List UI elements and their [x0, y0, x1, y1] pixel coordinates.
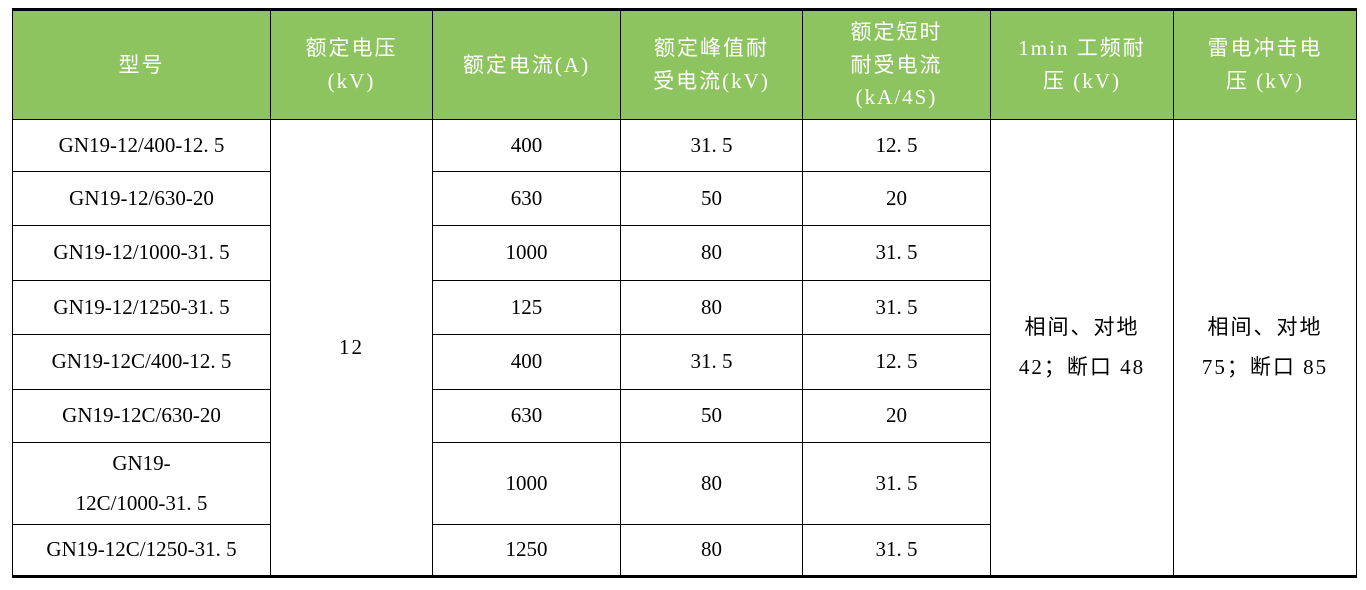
spec-table-wrap: 型号 额定电压 (kV) 额定电流(A) 额定峰值耐 受电流(kV) 额定短时 …: [12, 8, 1357, 578]
model-cell: GN19-12/400-12. 5: [12, 119, 271, 172]
rated-current-cell: 1000: [432, 442, 621, 525]
model-cell: GN19-12C/630-20: [12, 389, 271, 443]
peak-current-cell: 50: [620, 171, 803, 226]
peak-current-cell: 80: [620, 280, 803, 335]
table-row: GN19-12C/400-12. 5 400 31. 5 12. 5: [12, 334, 1357, 390]
header-row: 型号 额定电压 (kV) 额定电流(A) 额定峰值耐 受电流(kV) 额定短时 …: [12, 9, 1357, 120]
rated-current-cell: 1250: [432, 524, 621, 577]
short-time-current-cell: 20: [802, 389, 991, 443]
short-time-current-cell: 31. 5: [802, 442, 991, 525]
power-frequency-voltage-cell: 相间、对地 42；断口 48: [990, 119, 1174, 577]
model-cell: GN19-12/1250-31. 5: [12, 280, 271, 335]
peak-current-cell: 31. 5: [620, 119, 803, 172]
rated-current-cell: 400: [432, 334, 621, 390]
rated-current-cell: 125: [432, 280, 621, 335]
header-rated-voltage: 额定电压 (kV): [270, 9, 433, 120]
short-time-current-cell: 31. 5: [802, 524, 991, 577]
model-cell: GN19-12C/400-12. 5: [12, 334, 271, 390]
rated-current-cell: 630: [432, 389, 621, 443]
rated-current-cell: 630: [432, 171, 621, 226]
short-time-current-cell: 12. 5: [802, 119, 991, 172]
table-row: GN19-12/400-12. 5 12 400 31. 5 12. 5 相间、…: [12, 119, 1357, 577]
header-peak-withstand-current: 额定峰值耐 受电流(kV): [620, 9, 803, 120]
table-row: GN19-12C/1250-31. 5 1250 80 31. 5: [12, 524, 1357, 577]
peak-current-cell: 80: [620, 225, 803, 281]
peak-current-cell: 31. 5: [620, 334, 803, 390]
header-model: 型号: [12, 9, 271, 120]
short-time-current-cell: 31. 5: [802, 225, 991, 281]
table-row: GN19-12/1250-31. 5 125 80 31. 5: [12, 280, 1357, 335]
rated-current-cell: 1000: [432, 225, 621, 281]
header-short-time-withstand-current: 额定短时 耐受电流 (kA/4S): [802, 9, 991, 120]
peak-current-cell: 80: [620, 524, 803, 577]
table-row: GN19-12C/630-20 630 50 20: [12, 389, 1357, 443]
table-row: GN19- 12C/1000-31. 5 1000 80 31. 5: [12, 442, 1357, 525]
model-cell: GN19-12C/1250-31. 5: [12, 524, 271, 577]
peak-current-cell: 50: [620, 389, 803, 443]
model-cell: GN19-12/630-20: [12, 171, 271, 226]
header-power-frequency-withstand-voltage: 1min 工频耐 压 (kV): [990, 9, 1174, 120]
peak-current-cell: 80: [620, 442, 803, 525]
model-cell: GN19- 12C/1000-31. 5: [12, 442, 271, 525]
short-time-current-cell: 20: [802, 171, 991, 226]
short-time-current-cell: 31. 5: [802, 280, 991, 335]
spec-table: 型号 额定电压 (kV) 额定电流(A) 额定峰值耐 受电流(kV) 额定短时 …: [12, 8, 1357, 578]
table-row: GN19-12/630-20 630 50 20: [12, 171, 1357, 226]
rated-current-cell: 400: [432, 119, 621, 172]
table-body: GN19-12/400-12. 5 12 400 31. 5 12. 5 相间、…: [12, 119, 1357, 577]
model-cell: GN19-12/1000-31. 5: [12, 225, 271, 281]
header-rated-current: 额定电流(A): [432, 9, 621, 120]
header-lightning-impulse-voltage: 雷电冲击电 压 (kV): [1173, 9, 1357, 120]
lightning-impulse-voltage-cell: 相间、对地 75；断口 85: [1173, 119, 1357, 577]
table-header: 型号 额定电压 (kV) 额定电流(A) 额定峰值耐 受电流(kV) 额定短时 …: [12, 9, 1357, 120]
table-row: GN19-12/1000-31. 5 1000 80 31. 5: [12, 225, 1357, 281]
short-time-current-cell: 12. 5: [802, 334, 991, 390]
rated-voltage-cell: 12: [270, 119, 433, 577]
